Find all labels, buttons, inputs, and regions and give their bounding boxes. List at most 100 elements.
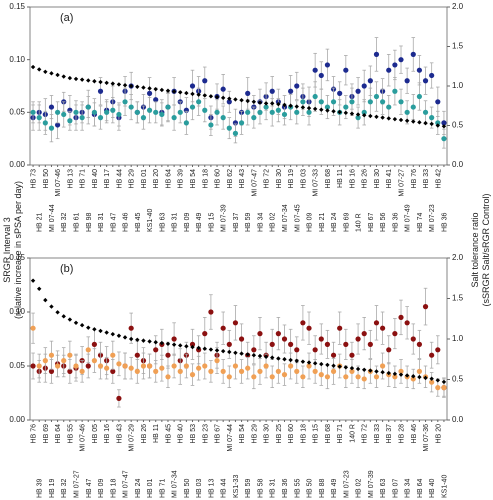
data-point bbox=[410, 51, 416, 58]
data-point bbox=[85, 104, 91, 110]
data-point bbox=[343, 67, 349, 73]
y-axis-title: SRGR Interval 3 bbox=[2, 217, 12, 283]
ratio-diamond bbox=[398, 372, 404, 377]
x-tick-label: HB 60 bbox=[215, 169, 222, 189]
data-point bbox=[343, 341, 349, 347]
data-point bbox=[392, 374, 398, 380]
ratio-diamond bbox=[214, 348, 220, 353]
x-tick-label: HB 11 bbox=[337, 169, 344, 188]
x-tick-label: HB 26 bbox=[362, 169, 369, 189]
y2-tick-label: 1.0 bbox=[452, 334, 464, 343]
data-point bbox=[429, 379, 435, 385]
data-point bbox=[330, 368, 337, 374]
data-point bbox=[177, 109, 183, 115]
data-point bbox=[294, 83, 300, 89]
data-point bbox=[208, 368, 214, 374]
x-tick-label: HB 39 bbox=[37, 478, 44, 498]
ratio-diamond bbox=[165, 341, 171, 347]
data-point bbox=[404, 109, 410, 115]
data-point bbox=[110, 368, 116, 374]
ratio-diamond bbox=[337, 364, 342, 369]
data-point bbox=[373, 374, 380, 380]
data-point bbox=[245, 90, 251, 96]
x-tick-label: MI 07-44 bbox=[227, 424, 234, 452]
ratio-diamond bbox=[116, 333, 122, 338]
x-tick-label: HB 36 bbox=[392, 212, 399, 232]
x-tick-label: HB 88 bbox=[319, 478, 326, 498]
x-tick-label: HB 02 bbox=[356, 478, 363, 498]
x-tick-label: HB 24 bbox=[331, 212, 338, 232]
data-point bbox=[294, 109, 300, 115]
data-point bbox=[61, 111, 67, 118]
ratio-diamond bbox=[257, 353, 263, 359]
ratio-diamond bbox=[245, 98, 250, 104]
x-tick-label: HB 71 bbox=[337, 424, 344, 444]
x-tick-label: HB 42 bbox=[435, 169, 442, 189]
ratio-diamond bbox=[312, 361, 318, 366]
data-point bbox=[281, 336, 288, 342]
x-tick-label: HB 62 bbox=[227, 169, 234, 189]
ratio-diamond bbox=[441, 379, 447, 385]
ratio-diamond bbox=[196, 345, 201, 351]
x-tick-label: HB 16 bbox=[104, 424, 111, 444]
x-tick-label: HB 46 bbox=[123, 212, 130, 232]
x-tick-label: HB 09 bbox=[307, 212, 314, 232]
ratio-diamond bbox=[141, 85, 146, 90]
ratio-diamond bbox=[190, 344, 195, 350]
x-tick-label: HB 44 bbox=[116, 169, 123, 189]
x-tick-label: HB 33 bbox=[423, 169, 430, 189]
ratio-diamond bbox=[61, 314, 66, 319]
ratio-diamond bbox=[404, 118, 410, 123]
data-point bbox=[288, 341, 294, 347]
plot-frame bbox=[29, 257, 448, 421]
y-tick-label: 0.05 bbox=[9, 361, 25, 370]
ratio-diamond bbox=[392, 116, 398, 122]
data-point bbox=[441, 120, 447, 126]
data-point bbox=[330, 352, 337, 358]
x-tick-label: HB 19 bbox=[288, 169, 295, 189]
data-point bbox=[48, 352, 55, 358]
data-point bbox=[36, 115, 42, 121]
data-point bbox=[312, 347, 318, 353]
ratio-diamond bbox=[36, 67, 42, 72]
ratio-diamond bbox=[30, 64, 36, 70]
x-tick-label: HB 64 bbox=[165, 169, 172, 189]
x-tick-label: KS1-40 bbox=[441, 475, 448, 498]
y-tick-label: 0.10 bbox=[9, 55, 25, 64]
ratio-diamond bbox=[300, 359, 306, 364]
data-point bbox=[257, 109, 263, 115]
ratio-diamond bbox=[159, 87, 165, 93]
ratio-diamond bbox=[153, 86, 158, 92]
x-tick-label: MI 07-47 bbox=[251, 169, 258, 197]
data-point bbox=[343, 374, 349, 380]
data-point bbox=[110, 352, 116, 358]
data-point bbox=[79, 115, 85, 121]
x-tick-label: HB 40 bbox=[429, 478, 436, 498]
x-tick-label: HB 18 bbox=[300, 424, 307, 444]
data-point bbox=[330, 99, 337, 105]
x-tick-label: HB 23 bbox=[202, 424, 209, 444]
ratio-diamond bbox=[141, 338, 146, 343]
data-point bbox=[367, 99, 373, 105]
data-point bbox=[116, 361, 122, 367]
x-tick-label: MI 07-45 bbox=[294, 204, 301, 232]
data-point bbox=[97, 88, 104, 94]
data-point bbox=[165, 352, 171, 358]
ratio-diamond bbox=[331, 363, 336, 368]
panel-label: (a) bbox=[60, 12, 73, 24]
data-point bbox=[189, 104, 196, 110]
data-point bbox=[91, 341, 97, 347]
x-tick-label: HB 45 bbox=[135, 212, 142, 232]
data-point bbox=[288, 88, 294, 94]
ratio-diamond bbox=[417, 374, 422, 380]
x-tick-label: HB 17 bbox=[104, 169, 111, 189]
data-point bbox=[343, 104, 349, 110]
data-point bbox=[48, 104, 55, 110]
data-point bbox=[367, 78, 373, 84]
x-tick-label: HB 39 bbox=[178, 169, 185, 189]
ratio-diamond bbox=[49, 304, 54, 309]
x-tick-label: MI 07-29 bbox=[129, 424, 136, 452]
x-tick-label: MI 07-46 bbox=[55, 169, 62, 197]
data-point bbox=[373, 51, 380, 58]
data-point bbox=[324, 374, 331, 380]
